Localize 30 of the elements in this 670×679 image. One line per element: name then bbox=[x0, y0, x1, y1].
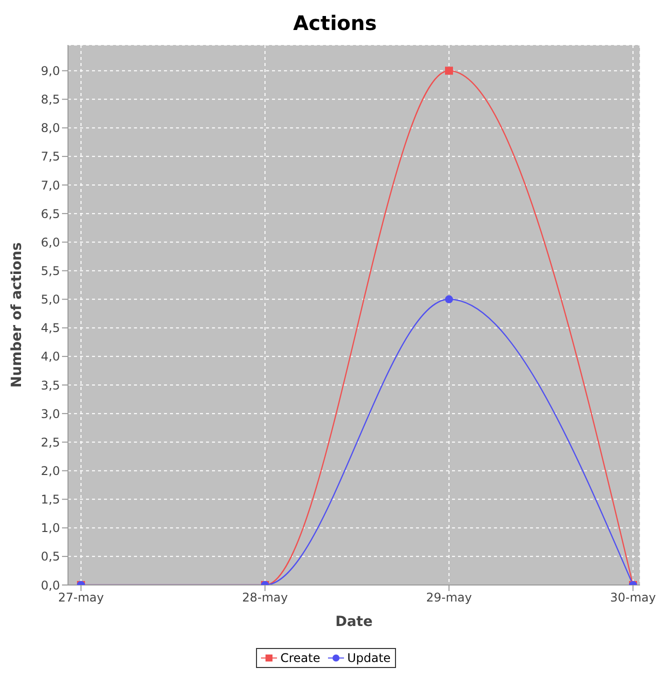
y-tick-label: 0,5 bbox=[40, 550, 60, 564]
y-tick-label: 2,0 bbox=[40, 464, 60, 478]
y-tick-label: 9,0 bbox=[40, 64, 60, 78]
y-tick-label: 7,5 bbox=[40, 150, 60, 164]
y-tick-label: 6,0 bbox=[40, 235, 60, 250]
x-tick-label: 30-may bbox=[610, 590, 656, 605]
y-tick-label: 2,5 bbox=[40, 435, 60, 450]
y-tick-label: 0,0 bbox=[40, 578, 60, 592]
y-tick-label: 8,0 bbox=[40, 121, 60, 136]
y-tick-label: 6,5 bbox=[40, 206, 60, 221]
y-tick-label: 5,0 bbox=[40, 292, 60, 307]
y-axis-title: Number of actions bbox=[8, 242, 25, 388]
legend-label: Update bbox=[346, 651, 391, 665]
y-tick-label: 7,0 bbox=[40, 178, 60, 192]
y-tick-label: 4,0 bbox=[40, 350, 60, 364]
y-tick-label: 4,5 bbox=[40, 321, 60, 336]
legend-label: Create bbox=[279, 651, 320, 665]
point bbox=[445, 66, 453, 75]
y-tick-label: 3,0 bbox=[40, 406, 60, 421]
y-tick-label: 1,0 bbox=[40, 521, 60, 536]
point bbox=[445, 295, 453, 304]
x-axis-title: Date bbox=[335, 614, 373, 630]
x-tick-label: 29-may bbox=[426, 590, 472, 605]
y-tick-label: 3,5 bbox=[40, 378, 60, 392]
chart-title: Actions bbox=[292, 10, 378, 37]
y-tick-label: 8,5 bbox=[40, 92, 60, 107]
x-tick-label: 27-may bbox=[58, 590, 104, 605]
y-tick-label: 5,5 bbox=[40, 264, 60, 278]
x-tick-label: 28-may bbox=[242, 590, 288, 605]
y-tick-label: 1,5 bbox=[40, 492, 60, 507]
